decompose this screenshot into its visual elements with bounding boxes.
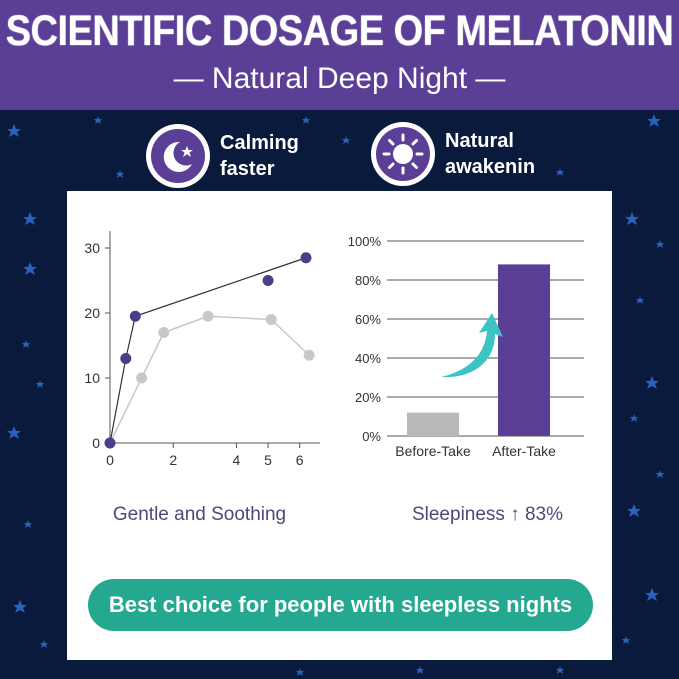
y-tick-label: 20 [84, 305, 100, 321]
series-point-light [158, 327, 170, 338]
star-icon [636, 296, 644, 304]
x-tick-label: 5 [264, 452, 272, 468]
star-icon [40, 640, 48, 648]
bar-category-label: After-Take [492, 443, 556, 459]
x-tick-label: 4 [233, 452, 241, 468]
series-point-dark [104, 437, 116, 449]
feature-line-2: faster [220, 158, 275, 180]
y-tick-label: 30 [84, 240, 100, 256]
star-icon [116, 170, 124, 178]
feature-line-2: awakenin [445, 156, 536, 178]
star-icon [302, 116, 310, 124]
star-icon [36, 380, 44, 388]
bar-y-tick-label: 20% [355, 390, 381, 405]
star-icon [647, 114, 661, 127]
star-icon [630, 414, 638, 422]
series-point-light [136, 372, 148, 384]
star-icon [645, 376, 659, 389]
bar-chart-caption: Sleepiness ↑ 83% [411, 504, 564, 525]
series-point-light [202, 310, 214, 322]
star-icon [342, 136, 350, 144]
series-point-dark [262, 275, 274, 286]
feature-awakening: Natural awakenin [371, 122, 545, 186]
bar-y-tick-label: 100% [348, 234, 382, 249]
series-point-dark [300, 252, 312, 264]
feature-label: Calming faster [220, 130, 320, 182]
bar-y-tick-label: 40% [355, 351, 381, 366]
bar-y-tick-label: 80% [355, 273, 381, 288]
feature-line-1: Calming [220, 132, 299, 154]
series-point-dark [129, 310, 141, 322]
star-icon [22, 340, 30, 348]
y-tick-label: 10 [84, 370, 100, 386]
star-icon [645, 588, 659, 601]
star-icon [23, 212, 37, 225]
bar-category-label: Before-Take [395, 443, 471, 459]
star-icon [416, 666, 424, 674]
feature-badge [146, 124, 210, 188]
page-title: SCIENTIFIC DOSAGE OF MELATONIN [5, 8, 674, 56]
series-point-light [303, 349, 315, 361]
feature-badge [371, 122, 435, 186]
feature-line-1: Natural [445, 130, 514, 152]
header-banner: SCIENTIFIC DOSAGE OF MELATONIN — Natural… [0, 0, 679, 110]
bar-y-tick-label: 60% [355, 312, 381, 327]
series-point-dark [120, 353, 132, 364]
x-tick-label: 6 [296, 452, 304, 468]
star-icon [7, 426, 21, 439]
star-icon [556, 168, 564, 176]
star-icon [13, 600, 27, 613]
star-icon [24, 520, 32, 528]
sun-icon [382, 133, 424, 175]
cta-banner: Best choice for people with sleepless ni… [88, 579, 593, 631]
line-chart-caption: Gentle and Soothing [112, 504, 287, 525]
info-card: 0 10 20 30 0 2 4 5 6 0% 20% 40% 60% 80% 100% Before-Tak… [67, 191, 612, 660]
bar-before-take [407, 412, 459, 436]
series-line-light [109, 315, 310, 444]
bar-y-tick-label: 0% [362, 429, 381, 444]
star-icon [625, 212, 639, 225]
up-arrow-icon [441, 313, 503, 378]
star-icon [23, 262, 37, 275]
feature-calming: Calming faster [146, 124, 320, 188]
star-icon [556, 666, 564, 674]
series-line-dark [109, 257, 307, 444]
star-icon [656, 240, 664, 248]
star-icon [622, 636, 630, 644]
feature-label: Natural awakenin [445, 128, 545, 180]
moon-star-icon [163, 141, 193, 172]
star-icon [296, 668, 304, 676]
page-subtitle: — Natural Deep Night — [173, 62, 506, 95]
star-icon [94, 116, 102, 124]
bar-after-take [498, 264, 550, 436]
star-icon [656, 470, 664, 478]
star-icon [7, 124, 21, 137]
series-point-light [265, 314, 277, 325]
y-tick-label: 0 [92, 435, 100, 451]
x-tick-label: 2 [169, 452, 177, 468]
star-icon [627, 504, 641, 517]
x-tick-label: 0 [106, 452, 114, 468]
